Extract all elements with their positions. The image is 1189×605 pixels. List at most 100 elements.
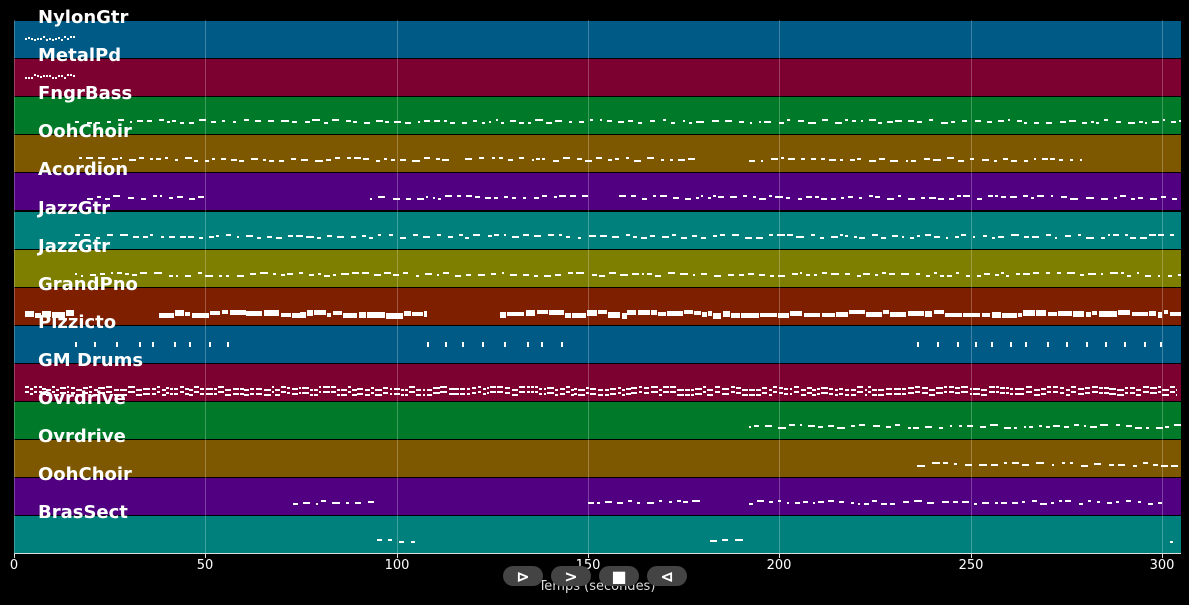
note	[280, 312, 292, 317]
note	[1162, 393, 1169, 396]
note	[840, 197, 845, 200]
note	[331, 502, 340, 505]
note	[856, 385, 864, 388]
note	[1070, 390, 1077, 393]
track-1[interactable]	[14, 20, 1181, 58]
track-3[interactable]	[14, 96, 1181, 135]
note	[617, 502, 624, 505]
track-14[interactable]	[14, 515, 1181, 554]
track-12[interactable]	[14, 439, 1181, 478]
note	[1041, 387, 1046, 390]
note	[982, 234, 987, 237]
note	[555, 388, 558, 391]
note	[1130, 391, 1135, 394]
note	[1014, 392, 1018, 395]
track-2[interactable]	[14, 58, 1181, 97]
note	[124, 272, 130, 275]
note	[620, 273, 628, 276]
note	[128, 390, 135, 393]
note	[926, 502, 935, 505]
track-10[interactable]	[14, 362, 1181, 401]
track-13[interactable]	[14, 477, 1181, 516]
track-4[interactable]	[14, 134, 1181, 173]
note	[276, 236, 283, 239]
note	[800, 393, 806, 396]
note	[465, 195, 472, 198]
note	[298, 271, 304, 274]
note	[364, 388, 370, 391]
note	[79, 157, 83, 160]
note	[1134, 427, 1143, 429]
note	[758, 198, 766, 201]
note	[792, 272, 799, 275]
note	[1017, 312, 1022, 317]
note	[324, 274, 331, 277]
note	[695, 387, 703, 390]
note	[193, 390, 200, 393]
note	[749, 388, 756, 391]
note	[399, 159, 407, 162]
note	[1053, 385, 1059, 388]
note	[936, 341, 939, 347]
note	[541, 195, 547, 198]
forward-button[interactable]: >	[551, 566, 591, 586]
note	[649, 234, 656, 237]
note	[83, 391, 88, 394]
note	[432, 197, 436, 200]
note	[777, 233, 785, 236]
note	[175, 159, 178, 162]
note	[981, 393, 988, 396]
note	[761, 160, 764, 163]
note	[658, 393, 662, 396]
note	[1025, 390, 1033, 393]
note	[173, 387, 178, 390]
note	[143, 392, 151, 395]
note	[549, 309, 564, 315]
note	[1091, 390, 1099, 393]
note	[1085, 311, 1091, 317]
note	[910, 236, 914, 239]
note	[821, 386, 828, 389]
note	[995, 502, 998, 505]
note	[683, 501, 688, 504]
note	[859, 197, 863, 200]
note	[779, 122, 785, 125]
note	[321, 500, 326, 503]
note	[701, 236, 706, 239]
note	[576, 271, 584, 274]
note	[312, 119, 321, 122]
note	[610, 387, 617, 390]
note	[39, 385, 42, 388]
play-button[interactable]: ⊳	[503, 566, 543, 586]
stop-button[interactable]: ■	[599, 566, 639, 586]
note	[59, 391, 66, 394]
note	[828, 387, 834, 390]
note	[731, 233, 740, 236]
note	[255, 120, 262, 123]
note	[264, 388, 272, 391]
note	[897, 195, 902, 198]
track-9[interactable]	[14, 324, 1181, 363]
track-7[interactable]	[14, 248, 1181, 287]
note	[820, 236, 824, 239]
note	[947, 157, 954, 160]
note	[1091, 385, 1099, 388]
note	[1057, 310, 1072, 316]
note	[622, 393, 625, 396]
note	[128, 159, 136, 162]
note	[31, 77, 34, 80]
note	[426, 388, 432, 391]
note	[869, 195, 873, 198]
note	[46, 75, 49, 78]
track-6[interactable]	[14, 210, 1181, 249]
track-11[interactable]	[14, 401, 1181, 439]
note	[97, 196, 102, 199]
note	[1045, 233, 1051, 236]
note	[161, 393, 166, 396]
track-8[interactable]	[14, 286, 1181, 325]
note	[1073, 424, 1079, 426]
rewind-button[interactable]: ⊲	[647, 566, 687, 586]
track-5[interactable]	[14, 172, 1181, 211]
note	[1169, 311, 1181, 316]
note	[1080, 273, 1084, 276]
